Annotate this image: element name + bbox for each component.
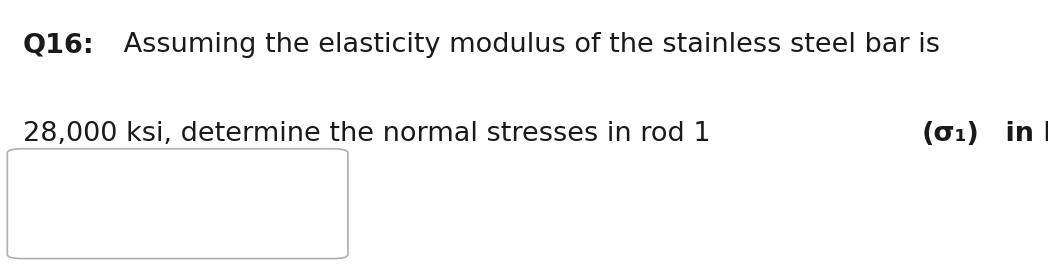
- FancyBboxPatch shape: [7, 149, 348, 259]
- Text: in ksi.: in ksi.: [996, 121, 1048, 147]
- Text: (σ₁): (σ₁): [921, 121, 979, 147]
- Text: Q16:: Q16:: [23, 32, 94, 58]
- Text: 28,000 ksi, determine the normal stresses in rod 1: 28,000 ksi, determine the normal stresse…: [23, 121, 719, 147]
- Text: Assuming the elasticity modulus of the stainless steel bar is: Assuming the elasticity modulus of the s…: [115, 32, 949, 58]
